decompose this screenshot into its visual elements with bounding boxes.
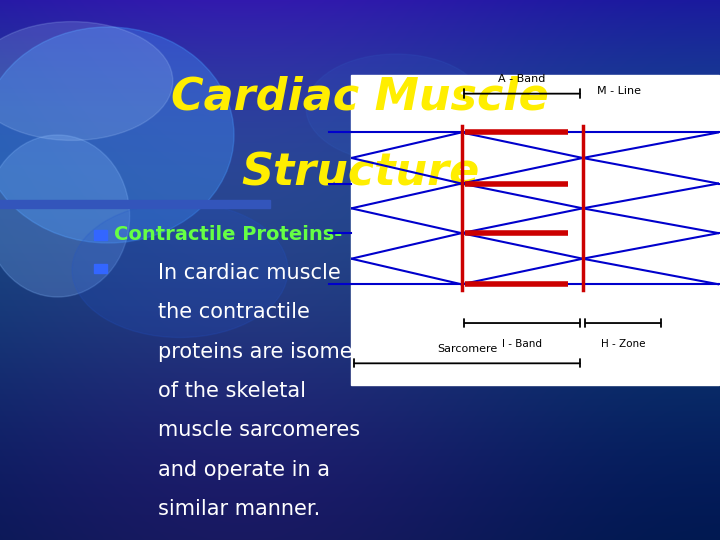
Text: muscle sarcomeres: muscle sarcomeres <box>158 420 361 441</box>
Text: similar manner.: similar manner. <box>158 499 320 519</box>
Bar <box>351 75 719 385</box>
Text: Contractile Proteins-: Contractile Proteins- <box>114 225 342 245</box>
Text: the contractile: the contractile <box>158 302 310 322</box>
Text: proteins are isomers: proteins are isomers <box>158 341 372 362</box>
Text: and operate in a: and operate in a <box>158 460 330 480</box>
Text: H - Zone: H - Zone <box>600 339 645 348</box>
Ellipse shape <box>0 22 173 140</box>
Ellipse shape <box>0 135 130 297</box>
Text: Cardiac Muscle: Cardiac Muscle <box>171 76 549 119</box>
Ellipse shape <box>72 202 288 338</box>
Ellipse shape <box>0 27 234 243</box>
Text: In cardiac muscle: In cardiac muscle <box>158 262 341 283</box>
Bar <box>0 200 270 208</box>
Bar <box>94 230 107 240</box>
Text: A - Band: A - Band <box>498 75 546 84</box>
Bar <box>94 264 107 273</box>
Text: Structure: Structure <box>241 151 479 194</box>
Text: Sarcomere: Sarcomere <box>437 344 497 354</box>
Ellipse shape <box>306 54 486 162</box>
Text: I - Band: I - Band <box>502 339 542 348</box>
Text: of the skeletal: of the skeletal <box>158 381 307 401</box>
Text: M - Line: M - Line <box>598 85 642 96</box>
